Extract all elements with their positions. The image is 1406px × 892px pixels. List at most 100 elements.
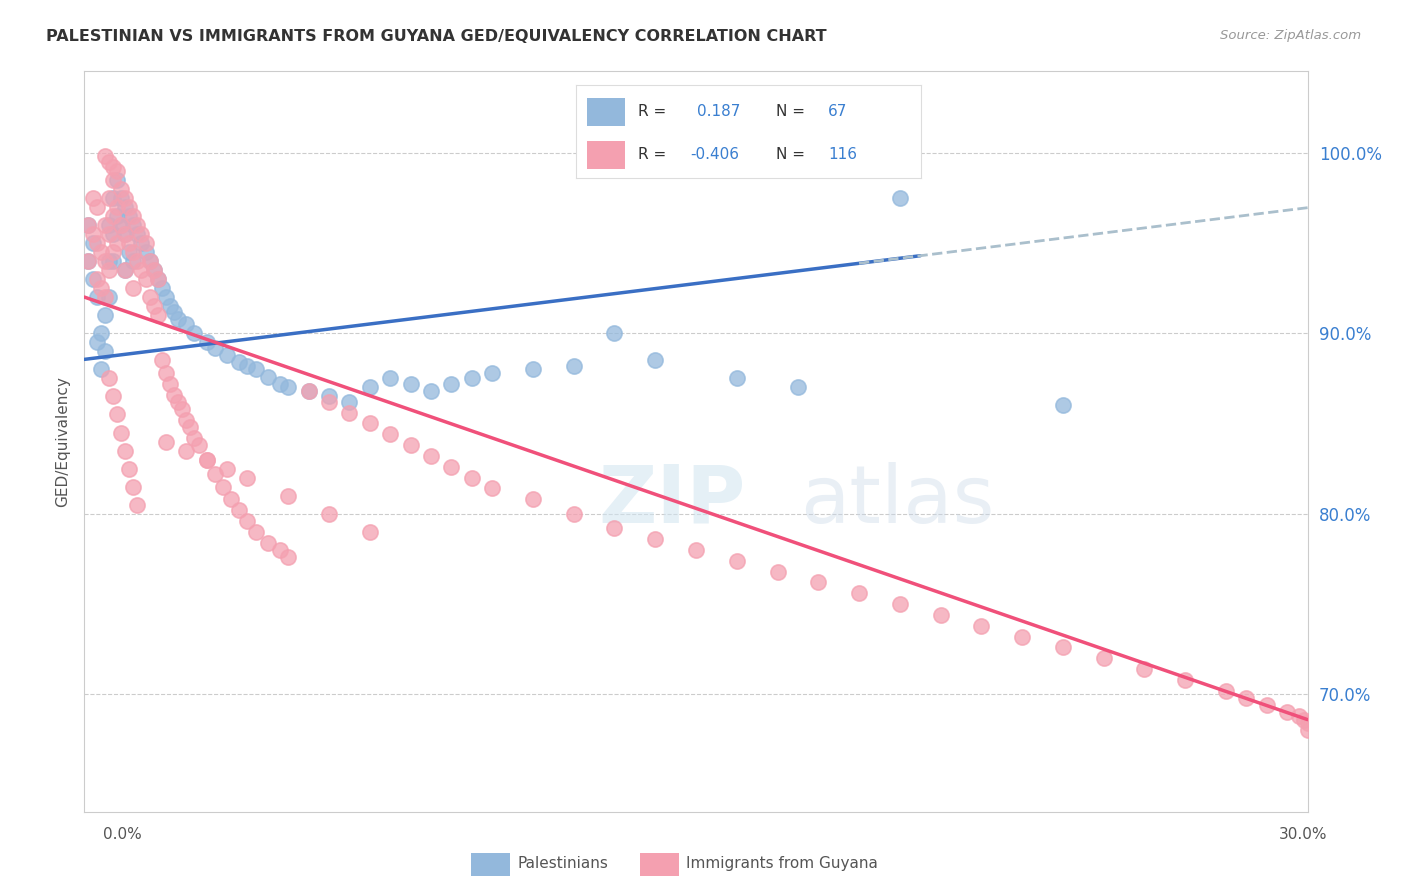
Point <box>127 498 149 512</box>
Point <box>105 235 128 250</box>
Point <box>228 355 250 369</box>
Point <box>204 467 226 481</box>
Point <box>110 425 132 440</box>
Point <box>277 489 299 503</box>
Point <box>86 335 108 350</box>
Point <box>127 227 149 241</box>
Point <box>167 311 190 326</box>
Point <box>122 218 145 232</box>
Point <box>127 254 149 268</box>
Point <box>105 172 128 186</box>
Point <box>146 272 169 286</box>
Text: PALESTINIAN VS IMMIGRANTS FROM GUYANA GED/EQUIVALENCY CORRELATION CHART: PALESTINIAN VS IMMIGRANTS FROM GUYANA GE… <box>46 29 827 44</box>
Point <box>86 235 108 250</box>
Point <box>86 272 108 286</box>
Y-axis label: GED/Equivalency: GED/Equivalency <box>55 376 70 507</box>
Point <box>440 376 463 391</box>
Point <box>114 227 136 241</box>
Point <box>257 369 280 384</box>
Point <box>562 507 585 521</box>
Point <box>142 263 165 277</box>
Point <box>110 218 132 232</box>
Point <box>77 218 100 232</box>
Point <box>93 344 115 359</box>
Point <box>90 281 112 295</box>
Point <box>163 304 186 318</box>
Point <box>359 380 381 394</box>
Point <box>766 565 789 579</box>
Point <box>105 209 128 223</box>
Point <box>114 263 136 277</box>
Point <box>420 449 443 463</box>
Text: -0.406: -0.406 <box>690 147 740 162</box>
Point <box>174 317 197 331</box>
Point <box>277 380 299 394</box>
Point <box>204 341 226 355</box>
Point <box>110 191 132 205</box>
Point <box>257 535 280 549</box>
Point <box>101 172 124 186</box>
Text: Palestinians: Palestinians <box>517 856 609 871</box>
Point <box>122 209 145 223</box>
Point <box>970 618 993 632</box>
Point <box>1092 651 1115 665</box>
Point <box>603 521 626 535</box>
Point <box>1052 640 1074 655</box>
Point <box>114 200 136 214</box>
Point <box>90 362 112 376</box>
Point <box>155 366 177 380</box>
Point <box>118 209 141 223</box>
Point <box>269 376 291 391</box>
Point <box>359 417 381 431</box>
Point <box>97 263 120 277</box>
Point <box>195 452 218 467</box>
Point <box>90 244 112 259</box>
Text: 116: 116 <box>828 147 856 162</box>
Point <box>318 394 340 409</box>
Point <box>114 227 136 241</box>
Point <box>195 335 218 350</box>
FancyBboxPatch shape <box>586 98 624 126</box>
Point <box>219 492 242 507</box>
Point <box>217 348 239 362</box>
Point <box>1296 723 1319 738</box>
Point <box>298 384 321 398</box>
FancyBboxPatch shape <box>586 141 624 169</box>
Point <box>461 371 484 385</box>
Point <box>110 218 132 232</box>
Point <box>138 290 160 304</box>
Point <box>380 371 402 385</box>
Point <box>118 244 141 259</box>
Point <box>1215 683 1237 698</box>
Point <box>725 554 748 568</box>
Point <box>359 524 381 539</box>
Point <box>1133 662 1156 676</box>
Point <box>1236 690 1258 705</box>
Point <box>101 254 124 268</box>
Point <box>174 443 197 458</box>
Point <box>1256 698 1278 713</box>
Point <box>138 254 160 268</box>
Point <box>163 387 186 401</box>
Point <box>269 542 291 557</box>
Point <box>82 191 104 205</box>
Point <box>236 514 259 528</box>
Point <box>97 290 120 304</box>
Point <box>93 149 115 163</box>
Point <box>685 542 707 557</box>
Text: atlas: atlas <box>800 462 994 540</box>
Point <box>399 376 422 391</box>
Point <box>82 227 104 241</box>
Point <box>97 227 120 241</box>
Point <box>236 359 259 373</box>
Point <box>86 290 108 304</box>
Point <box>277 550 299 565</box>
Point <box>644 353 666 368</box>
Text: N =: N = <box>776 104 806 119</box>
Point <box>127 218 149 232</box>
Point <box>167 394 190 409</box>
Point <box>77 254 100 268</box>
Point <box>93 308 115 322</box>
Point <box>131 227 153 241</box>
Point <box>195 452 218 467</box>
